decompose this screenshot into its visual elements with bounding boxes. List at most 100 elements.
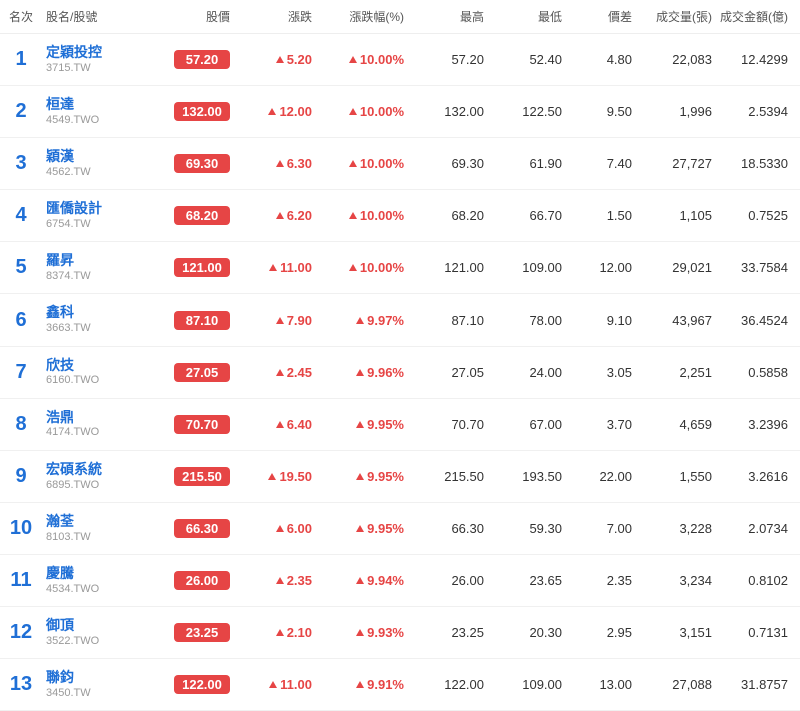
low-value: 193.50 xyxy=(522,469,562,484)
high-value: 215.50 xyxy=(444,469,484,484)
amt-value: 2.5394 xyxy=(748,104,788,119)
amt-value: 0.8102 xyxy=(748,573,788,588)
change-value: 2.10 xyxy=(287,625,312,640)
rank-number: 7 xyxy=(15,361,26,383)
stock-name-link[interactable]: 宏碩系統 xyxy=(46,461,150,478)
stock-name-link[interactable]: 瀚荃 xyxy=(46,513,150,530)
header-name: 股名/股號 xyxy=(42,8,150,25)
price-badge: 57.20 xyxy=(174,50,230,69)
change-value: 2.45 xyxy=(287,365,312,380)
rank-number: 10 xyxy=(10,517,32,539)
up-triangle-icon xyxy=(276,421,284,428)
up-triangle-icon xyxy=(349,264,357,271)
up-triangle-icon xyxy=(349,212,357,219)
stock-name-link[interactable]: 羅昇 xyxy=(46,252,150,269)
header-change: 漲跌 xyxy=(238,8,318,25)
up-triangle-icon xyxy=(268,108,276,115)
high-value: 70.70 xyxy=(451,417,484,432)
rank-number: 5 xyxy=(15,256,26,278)
low-value: 61.90 xyxy=(529,156,562,171)
table-row: 9 宏碩系統 6895.TWO 215.50 19.50 9.95% 215.5… xyxy=(0,451,800,503)
stock-name-link[interactable]: 穎漢 xyxy=(46,148,150,165)
up-triangle-icon xyxy=(356,577,364,584)
diff-value: 4.80 xyxy=(607,52,632,67)
up-triangle-icon xyxy=(276,577,284,584)
header-diff: 價差 xyxy=(566,8,636,25)
stock-name-link[interactable]: 浩鼎 xyxy=(46,409,150,426)
up-triangle-icon xyxy=(276,369,284,376)
high-value: 121.00 xyxy=(444,260,484,275)
diff-value: 7.40 xyxy=(607,156,632,171)
stock-name-link[interactable]: 定穎投控 xyxy=(46,44,150,61)
up-triangle-icon xyxy=(269,681,277,688)
table-row: 2 桓達 4549.TWO 132.00 12.00 10.00% 132.00… xyxy=(0,86,800,138)
vol-value: 1,996 xyxy=(679,104,712,119)
header-pct: 漲跌幅(%) xyxy=(318,8,410,25)
high-value: 23.25 xyxy=(451,625,484,640)
pct-value: 9.95% xyxy=(367,417,404,432)
stock-name-link[interactable]: 慶騰 xyxy=(46,565,150,582)
high-value: 132.00 xyxy=(444,104,484,119)
vol-value: 3,228 xyxy=(679,521,712,536)
price-badge: 68.20 xyxy=(174,206,230,225)
pct-value: 9.94% xyxy=(367,573,404,588)
price-badge: 27.05 xyxy=(174,363,230,382)
up-triangle-icon xyxy=(269,264,277,271)
amt-value: 36.4524 xyxy=(741,313,788,328)
up-triangle-icon xyxy=(276,317,284,324)
low-value: 59.30 xyxy=(529,521,562,536)
stock-name-link[interactable]: 御頂 xyxy=(46,617,150,634)
vol-value: 27,727 xyxy=(672,156,712,171)
price-badge: 66.30 xyxy=(174,519,230,538)
header-amt: 成交金額(億) xyxy=(716,8,796,25)
stock-name-link[interactable]: 匯僑設計 xyxy=(46,200,150,217)
table-row: 4 匯僑設計 6754.TW 68.20 6.20 10.00% 68.20 6… xyxy=(0,190,800,242)
change-value: 6.30 xyxy=(287,156,312,171)
stock-code: 3663.TW xyxy=(46,321,150,335)
vol-value: 3,151 xyxy=(679,625,712,640)
stock-code: 3450.TW xyxy=(46,686,150,700)
low-value: 109.00 xyxy=(522,260,562,275)
stock-name-link[interactable]: 聯鈞 xyxy=(46,669,150,686)
table-row: 8 浩鼎 4174.TWO 70.70 6.40 9.95% 70.70 67.… xyxy=(0,399,800,451)
high-value: 122.00 xyxy=(444,677,484,692)
up-triangle-icon xyxy=(276,160,284,167)
up-triangle-icon xyxy=(276,56,284,63)
change-value: 5.20 xyxy=(287,52,312,67)
pct-value: 9.91% xyxy=(367,677,404,692)
pct-value: 9.95% xyxy=(367,469,404,484)
stock-code: 4549.TWO xyxy=(46,113,150,127)
stock-code: 8374.TW xyxy=(46,269,150,283)
stock-code: 4562.TW xyxy=(46,165,150,179)
pct-value: 10.00% xyxy=(360,260,404,275)
change-value: 11.00 xyxy=(280,677,312,692)
stock-name-link[interactable]: 欣技 xyxy=(46,357,150,374)
table-row: 13 聯鈞 3450.TW 122.00 11.00 9.91% 122.00 … xyxy=(0,659,800,711)
price-badge: 215.50 xyxy=(174,467,230,486)
pct-value: 10.00% xyxy=(360,52,404,67)
amt-value: 0.7131 xyxy=(748,625,788,640)
vol-value: 27,088 xyxy=(672,677,712,692)
stock-name-link[interactable]: 鑫科 xyxy=(46,304,150,321)
low-value: 23.65 xyxy=(529,573,562,588)
diff-value: 9.50 xyxy=(607,104,632,119)
diff-value: 1.50 xyxy=(607,208,632,223)
vol-value: 1,550 xyxy=(679,469,712,484)
rank-number: 13 xyxy=(10,673,32,695)
high-value: 66.30 xyxy=(451,521,484,536)
rank-number: 12 xyxy=(10,621,32,643)
table-row: 6 鑫科 3663.TW 87.10 7.90 9.97% 87.10 78.0… xyxy=(0,294,800,346)
up-triangle-icon xyxy=(356,525,364,532)
vol-value: 1,105 xyxy=(679,208,712,223)
diff-value: 7.00 xyxy=(607,521,632,536)
amt-value: 3.2396 xyxy=(748,417,788,432)
diff-value: 3.70 xyxy=(607,417,632,432)
table-row: 1 定穎投控 3715.TW 57.20 5.20 10.00% 57.20 5… xyxy=(0,34,800,86)
diff-value: 9.10 xyxy=(607,313,632,328)
stock-code: 3715.TW xyxy=(46,61,150,75)
up-triangle-icon xyxy=(349,56,357,63)
stock-name-link[interactable]: 桓達 xyxy=(46,96,150,113)
diff-value: 22.00 xyxy=(599,469,632,484)
price-badge: 121.00 xyxy=(174,258,230,277)
header-rank: 名次 xyxy=(0,8,42,25)
